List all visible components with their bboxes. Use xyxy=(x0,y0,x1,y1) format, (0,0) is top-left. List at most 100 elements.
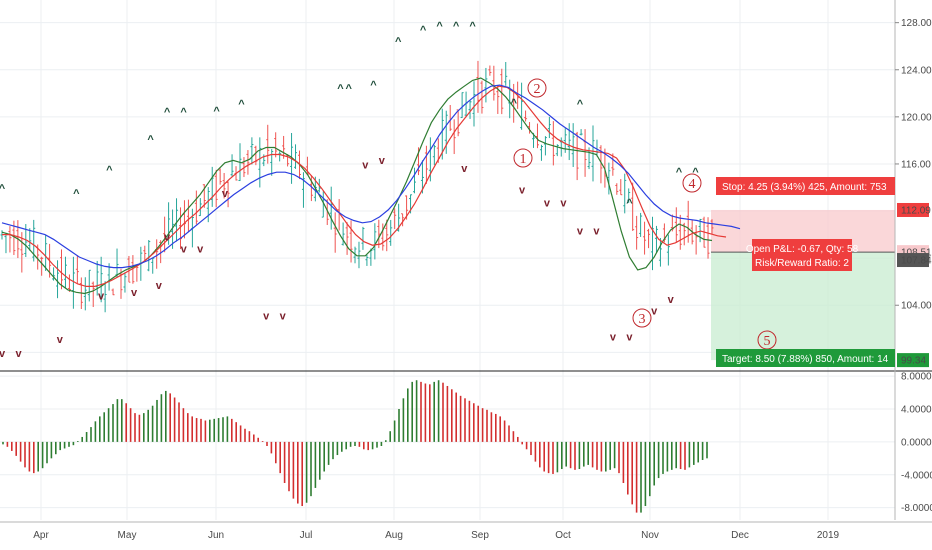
candle xyxy=(658,238,662,267)
trade-labels: Stop: 4.25 (3.94%) 425, Amount: 753 Open … xyxy=(716,177,895,367)
candle xyxy=(401,213,405,227)
down-marker: v xyxy=(0,348,6,360)
candle xyxy=(524,110,528,122)
x-tick-label: Oct xyxy=(555,530,571,541)
wave-annotation: 4 xyxy=(682,173,702,193)
candle xyxy=(535,123,539,149)
candle xyxy=(373,223,377,260)
down-marker: v xyxy=(98,290,105,302)
wave-label: 1 xyxy=(520,152,527,167)
up-marker: ^ xyxy=(180,107,187,119)
candle xyxy=(361,226,365,250)
pl-label-line1: Open P&L: -0.67, Qty: 58 xyxy=(746,244,859,255)
candle xyxy=(710,219,714,234)
wave-circle xyxy=(513,148,533,168)
candle xyxy=(44,234,48,271)
candle xyxy=(432,144,436,166)
candle xyxy=(87,269,91,302)
candle xyxy=(555,144,559,157)
candle xyxy=(56,260,60,299)
up-marker: ^ xyxy=(213,106,220,118)
target-label: Target: 8.50 (7.88%) 850, Amount: 14 xyxy=(722,354,889,365)
target-label-bg xyxy=(716,349,895,367)
up-marker: ^ xyxy=(106,164,113,176)
x-tick-label: Apr xyxy=(33,530,49,541)
candle xyxy=(103,281,107,313)
candle xyxy=(186,199,190,232)
candle xyxy=(706,217,710,259)
x-tick-label: Nov xyxy=(641,530,659,541)
down-marker: v xyxy=(593,226,600,238)
down-marker: v xyxy=(280,310,287,322)
candle xyxy=(551,121,555,166)
down-marker: v xyxy=(156,280,163,292)
candle xyxy=(119,268,123,299)
candle xyxy=(167,202,171,245)
candle xyxy=(615,183,619,195)
candle xyxy=(413,167,417,194)
candle xyxy=(246,150,250,175)
candle xyxy=(198,198,202,217)
histogram-bars xyxy=(2,380,708,513)
candle xyxy=(579,129,583,136)
candle xyxy=(627,188,631,203)
wave-annotation: 3 xyxy=(632,308,652,328)
candle xyxy=(496,85,500,114)
candle xyxy=(488,65,492,76)
down-marker: v xyxy=(197,243,204,255)
up-marker: ^ xyxy=(420,24,427,36)
hist-tick-label: 4.0000 xyxy=(901,405,932,416)
candle xyxy=(520,82,524,130)
price-tick-label: 99.34 xyxy=(901,356,926,367)
candle xyxy=(294,144,298,169)
down-marker: v xyxy=(461,163,468,175)
candle xyxy=(52,267,56,281)
down-marker: v xyxy=(519,184,526,196)
wave-circle xyxy=(682,173,702,193)
x-tick-label: Sep xyxy=(471,530,489,541)
hist-tick-label: -4.0000 xyxy=(901,470,932,481)
down-marker: v xyxy=(164,231,171,243)
candle xyxy=(111,288,115,296)
wave-annotation: 1 xyxy=(513,148,533,168)
candle xyxy=(242,157,246,178)
candle xyxy=(230,154,234,177)
candle xyxy=(333,212,337,253)
candle xyxy=(301,172,305,208)
candle xyxy=(175,198,179,242)
down-marker: v xyxy=(131,287,138,299)
up-marker: ^ xyxy=(164,107,171,119)
candle xyxy=(424,145,428,184)
down-marker: v xyxy=(222,188,229,200)
candle xyxy=(218,168,222,185)
price-tick-label: 107.84 xyxy=(901,256,932,267)
candle xyxy=(698,218,702,243)
candle xyxy=(123,272,127,293)
price-tick-label: 120.00 xyxy=(901,112,932,123)
candle xyxy=(59,249,63,290)
candle xyxy=(381,223,385,251)
candle xyxy=(4,232,8,254)
moving-average-lines xyxy=(1,77,741,295)
candle xyxy=(75,255,79,284)
candle xyxy=(631,182,635,231)
candle xyxy=(270,149,274,176)
down-marker: v xyxy=(668,294,675,306)
candlestick-series xyxy=(0,60,714,313)
candle xyxy=(643,221,647,255)
candle xyxy=(258,137,262,188)
candle xyxy=(171,209,175,249)
up-marker: ^ xyxy=(73,188,80,200)
candle xyxy=(143,245,147,261)
trade-position-boxes[interactable] xyxy=(711,209,895,361)
candle xyxy=(651,216,655,271)
down-marker: v xyxy=(577,226,584,238)
price-tick-label: 128.00 xyxy=(901,18,932,29)
candle xyxy=(635,215,639,250)
candle xyxy=(341,222,345,246)
up-marker: ^ xyxy=(238,98,245,110)
candle xyxy=(583,129,587,177)
candle xyxy=(63,256,67,288)
